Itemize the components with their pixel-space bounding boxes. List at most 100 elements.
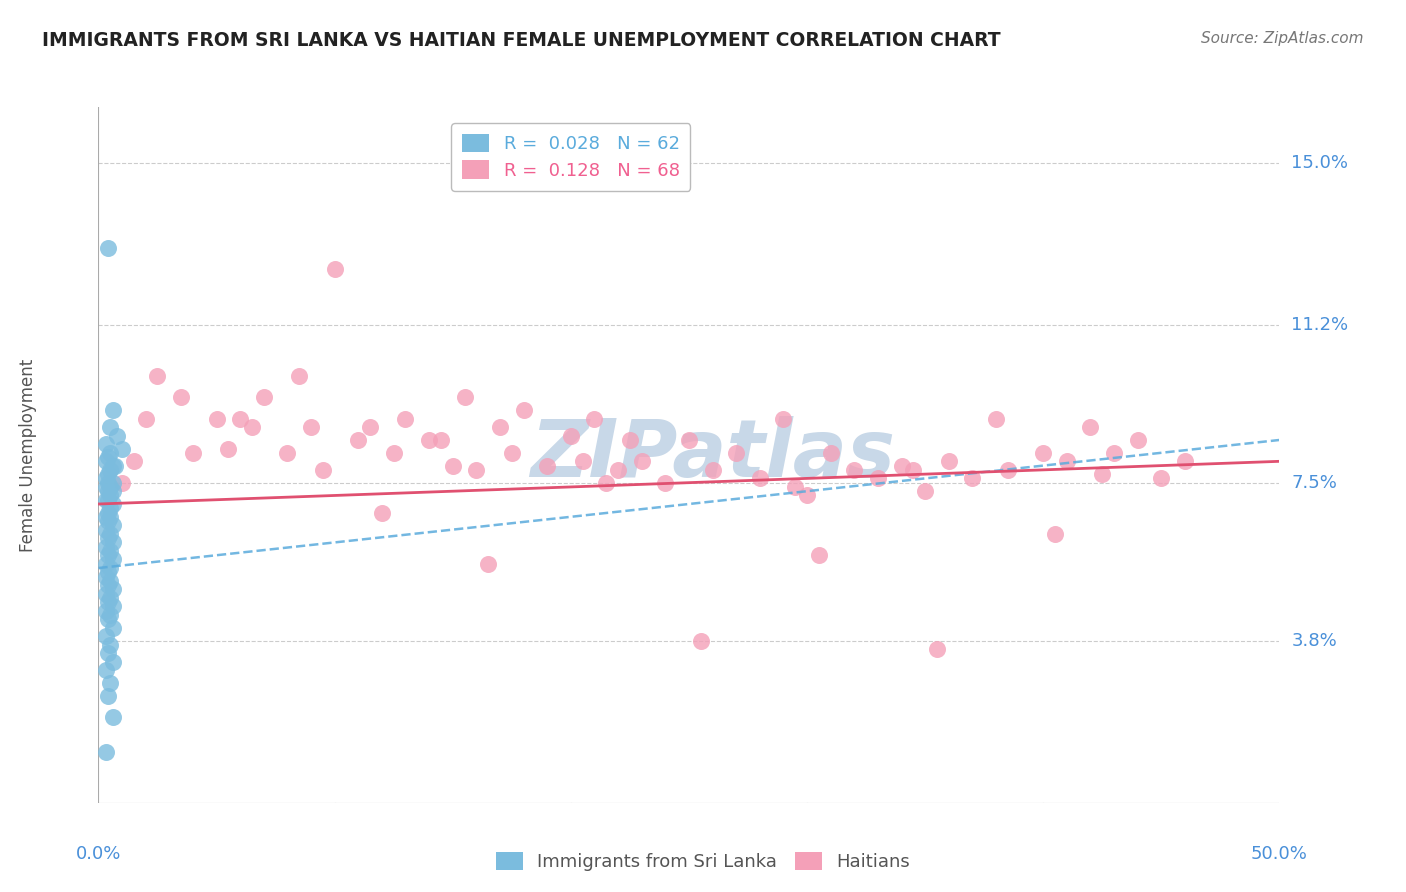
Point [101, 535, 124, 549]
Point [229, 411, 252, 425]
Text: 3.8%: 3.8% [1291, 632, 1337, 649]
Point [347, 433, 370, 447]
Point [97, 548, 120, 562]
Point [94, 557, 117, 571]
Text: 11.2%: 11.2% [1291, 316, 1348, 334]
Point [101, 484, 124, 499]
Point [890, 458, 912, 473]
Point [97, 484, 120, 499]
Point [785, 480, 807, 494]
Point [654, 475, 676, 490]
Point [146, 368, 169, 383]
Point [97, 647, 120, 661]
Point [844, 463, 866, 477]
Point [453, 390, 475, 404]
Point [914, 484, 936, 499]
Point [101, 552, 124, 566]
Point [111, 442, 134, 456]
Point [240, 420, 263, 434]
Point [571, 454, 593, 468]
Text: 15.0%: 15.0% [1291, 153, 1348, 171]
Point [97, 492, 120, 507]
Point [938, 454, 960, 468]
Point [98, 591, 121, 605]
Point [97, 689, 120, 703]
Point [94, 540, 117, 554]
Point [477, 557, 499, 571]
Point [925, 642, 948, 657]
Point [101, 475, 124, 490]
Point [796, 488, 818, 502]
Point [98, 544, 121, 558]
Point [94, 604, 117, 618]
Point [94, 509, 117, 524]
Point [501, 446, 523, 460]
Point [98, 480, 121, 494]
Point [101, 621, 124, 635]
Point [98, 501, 121, 516]
Point [689, 633, 711, 648]
Point [101, 497, 124, 511]
Point [820, 446, 842, 460]
Point [94, 437, 117, 451]
Text: ZIPatlas: ZIPatlas [530, 416, 896, 494]
Point [98, 509, 121, 524]
Point [489, 420, 512, 434]
Point [98, 446, 121, 460]
Point [94, 587, 117, 601]
Point [997, 463, 1019, 477]
Point [135, 411, 157, 425]
Point [1080, 420, 1102, 434]
Point [560, 428, 582, 442]
Point [583, 411, 606, 425]
Point [170, 390, 193, 404]
Point [607, 463, 630, 477]
Point [807, 548, 830, 562]
Point [98, 488, 121, 502]
Point [312, 463, 335, 477]
Point [94, 745, 117, 759]
Point [1174, 454, 1197, 468]
Point [299, 420, 322, 434]
Point [101, 518, 124, 533]
Text: Source: ZipAtlas.com: Source: ZipAtlas.com [1201, 31, 1364, 46]
Point [181, 446, 204, 460]
Point [101, 458, 124, 473]
Point [1032, 446, 1054, 460]
Point [323, 262, 346, 277]
Point [276, 446, 298, 460]
Point [97, 531, 120, 545]
Point [382, 446, 405, 460]
Point [97, 241, 120, 255]
Text: IMMIGRANTS FROM SRI LANKA VS HAITIAN FEMALE UNEMPLOYMENT CORRELATION CHART: IMMIGRANTS FROM SRI LANKA VS HAITIAN FEM… [42, 31, 1001, 50]
Point [418, 433, 440, 447]
Point [101, 582, 124, 597]
Point [98, 607, 121, 622]
Point [97, 467, 120, 482]
Point [394, 411, 416, 425]
Point [97, 475, 120, 490]
Point [866, 471, 889, 485]
Point [903, 463, 925, 477]
Point [97, 578, 120, 592]
Point [98, 463, 121, 477]
Point [98, 638, 121, 652]
Point [97, 566, 120, 580]
Point [725, 446, 748, 460]
Point [1043, 527, 1066, 541]
Point [1056, 454, 1078, 468]
Point [94, 569, 117, 583]
Text: Female Unemployment: Female Unemployment [18, 359, 37, 551]
Point [619, 433, 641, 447]
Point [359, 420, 381, 434]
Point [962, 471, 984, 485]
Point [536, 458, 558, 473]
Point [984, 411, 1007, 425]
Point [94, 629, 117, 643]
Point [94, 480, 117, 494]
Point [101, 710, 124, 724]
Point [205, 411, 228, 425]
Text: 50.0%: 50.0% [1251, 846, 1308, 863]
Point [104, 458, 127, 473]
Point [748, 471, 770, 485]
